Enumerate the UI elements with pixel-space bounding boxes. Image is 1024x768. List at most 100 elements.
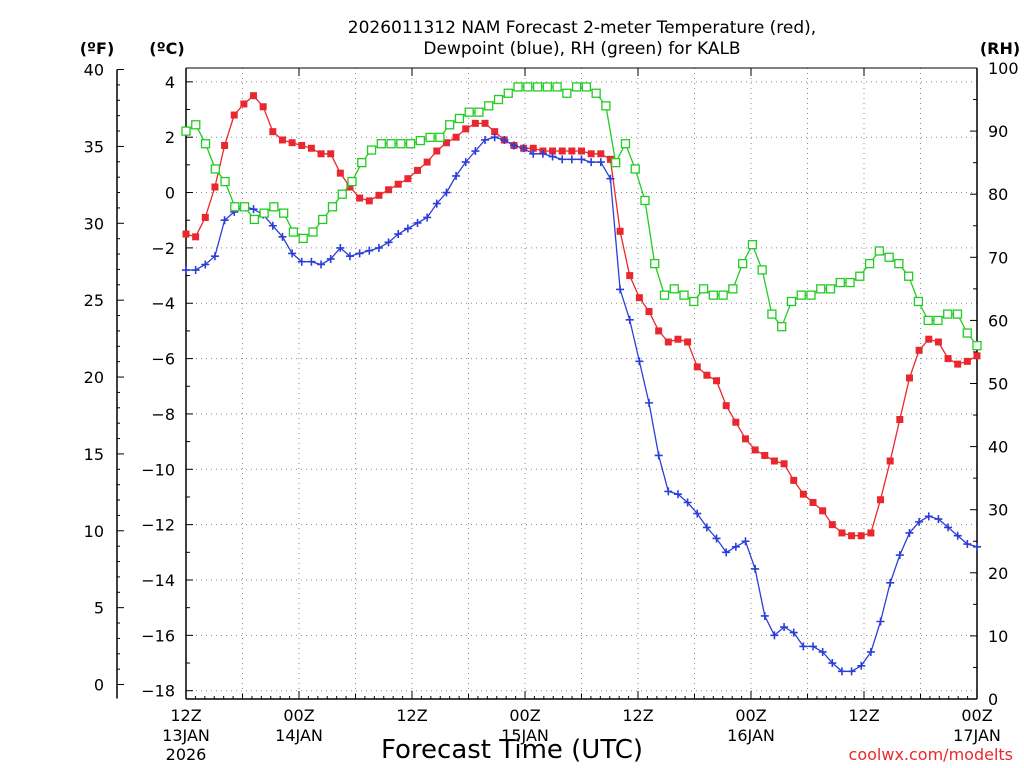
rh-marker — [347, 176, 357, 187]
dewpoint-marker — [481, 135, 490, 144]
temperature-marker — [221, 141, 229, 149]
temperature-marker — [307, 144, 315, 152]
temperature-marker — [770, 457, 778, 465]
temperature-marker — [973, 352, 981, 360]
chart-title-line2: Dewpoint (blue), RH (green) for KALB — [423, 39, 740, 59]
dewpoint-marker — [210, 252, 219, 261]
rh-marker — [288, 227, 299, 237]
rh-marker — [571, 82, 582, 92]
dewpoint-marker — [384, 238, 393, 247]
dewpoint-marker — [345, 252, 354, 261]
dewpoint-marker — [538, 149, 547, 158]
rh-marker — [737, 258, 748, 269]
time-tick-date: 13JAN — [162, 726, 210, 745]
temperature-marker — [414, 166, 422, 174]
dewpoint-marker — [519, 144, 528, 153]
rh-marker — [806, 290, 816, 300]
temperature-marker — [375, 191, 383, 199]
celsius-tick-label: 4 — [165, 73, 175, 92]
rh-marker — [874, 246, 884, 256]
temperature-marker — [693, 363, 701, 371]
dewpoint-marker — [741, 537, 750, 546]
rh-marker — [503, 88, 513, 98]
fahrenheit-tick-label: 25 — [84, 291, 104, 310]
dewpoint-marker — [191, 266, 200, 275]
temperature-marker — [925, 335, 933, 343]
rh-marker — [640, 195, 650, 206]
temperature-marker — [867, 529, 875, 537]
rh-marker — [493, 94, 504, 105]
time-tick-label: 12Z — [170, 706, 201, 725]
fahrenheit-unit-label: (ºF) — [80, 39, 115, 58]
rh-unit-label: (RH) — [980, 39, 1020, 58]
rh-marker — [327, 202, 338, 212]
dewpoint-marker — [182, 266, 190, 275]
rh-tick-label: 60 — [988, 311, 1008, 330]
temperature-marker — [606, 155, 614, 163]
temperature-marker — [385, 186, 393, 194]
dewpoint-marker — [751, 564, 760, 573]
rh-tick-label: 40 — [988, 438, 1008, 457]
dewpoint-marker — [374, 243, 383, 252]
temperature-marker — [452, 133, 460, 141]
rh-marker — [552, 82, 562, 92]
temperature-marker — [394, 180, 402, 188]
rh-tick-label: 10 — [988, 627, 1008, 646]
dewpoint-marker — [857, 661, 866, 670]
temperature-marker — [462, 125, 470, 133]
fahrenheit-tick-label: 10 — [84, 522, 104, 541]
rh-marker — [181, 126, 191, 136]
axes — [116, 67, 978, 700]
time-tick-label: 12Z — [848, 706, 879, 725]
rh-marker — [650, 258, 660, 269]
dewpoint-marker — [895, 551, 904, 560]
rh-marker — [562, 88, 572, 98]
rh-marker — [445, 120, 455, 130]
dewpoint-marker — [731, 542, 740, 551]
dewpoint-marker — [278, 232, 287, 241]
rh-marker — [718, 290, 728, 300]
temperature-marker — [799, 490, 807, 498]
temperature-marker — [182, 230, 190, 238]
rh-marker — [913, 296, 924, 307]
rh-tick-label: 50 — [988, 375, 1008, 394]
temperature-marker — [674, 335, 682, 343]
rh-marker — [357, 157, 367, 168]
dewpoint-marker — [799, 642, 808, 651]
temperature-marker — [346, 183, 354, 191]
dewpoint-marker — [760, 611, 769, 620]
rh-marker — [728, 284, 738, 294]
rh-marker — [679, 290, 689, 300]
temperature-marker — [713, 377, 721, 385]
temperature-marker — [896, 415, 904, 423]
rh-marker — [777, 322, 787, 332]
celsius-tick-label: −4 — [151, 294, 175, 313]
temperature-marker — [298, 141, 306, 149]
fahrenheit-tick-label: 15 — [84, 445, 104, 464]
dewpoint-marker — [529, 149, 538, 158]
rh-marker — [933, 315, 943, 326]
celsius-tick-label: 2 — [165, 128, 175, 147]
dewpoint-marker — [317, 260, 326, 269]
temperature-marker — [819, 507, 827, 515]
dewpoint-marker — [326, 254, 335, 263]
temperature-marker — [404, 175, 412, 183]
time-tick-label: 12Z — [396, 706, 427, 725]
fahrenheit-tick-label: 5 — [94, 599, 104, 618]
dewpoint-marker — [963, 540, 972, 549]
dewpoint-marker — [577, 155, 586, 164]
celsius-tick-label: −6 — [151, 350, 175, 369]
temperature-marker — [645, 308, 653, 316]
rh-marker — [884, 252, 894, 262]
dewpoint-marker — [249, 205, 258, 214]
dewpoint-marker — [809, 642, 818, 651]
rh-marker — [435, 132, 445, 143]
time-tick-label: 00Z — [283, 706, 314, 725]
dewpoint-marker — [654, 451, 663, 460]
temperature-series — [182, 92, 981, 540]
rh-marker — [689, 296, 699, 307]
rh-marker — [825, 284, 836, 294]
temperature-marker — [703, 371, 711, 379]
dewpoint-marker — [365, 246, 374, 255]
dewpoint-marker — [307, 257, 316, 266]
